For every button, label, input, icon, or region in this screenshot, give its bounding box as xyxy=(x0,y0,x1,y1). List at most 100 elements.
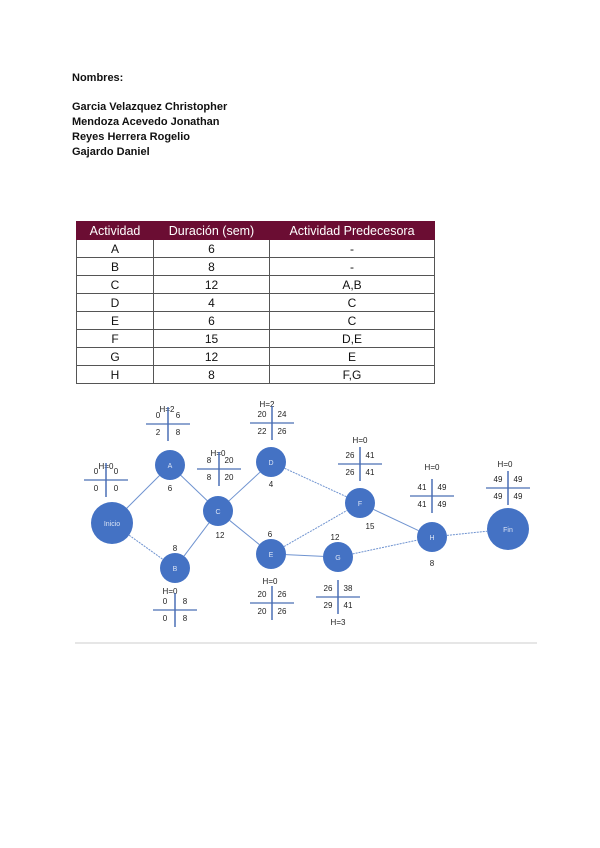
cell-actividad: E xyxy=(76,311,154,330)
node-h-ls: 41 xyxy=(418,500,427,509)
node-inicio-circle xyxy=(91,502,133,544)
cell-predecesora: D,E xyxy=(269,329,435,348)
node-c-es: 8 xyxy=(207,456,212,465)
edge-h-fin xyxy=(446,530,488,536)
node-fin-lf: 49 xyxy=(514,492,523,501)
node-g-lf: 41 xyxy=(344,601,353,610)
name-1: Garcia Velazquez Christopher xyxy=(72,101,228,113)
node-e: E 6 H=0 20 26 20 26 xyxy=(250,530,294,620)
node-d-duration: 4 xyxy=(269,480,274,489)
names-label: Nombres: xyxy=(72,72,124,84)
edge-inicio-a xyxy=(126,475,160,509)
edge-a-c xyxy=(180,475,208,501)
node-h-duration: 8 xyxy=(430,559,435,568)
cell-duracion: 15 xyxy=(153,329,270,348)
node-b-slack: H=0 xyxy=(163,587,178,596)
node-e-ls: 20 xyxy=(258,607,267,616)
node-e-label: E xyxy=(269,552,274,559)
node-d-slack: H=2 xyxy=(260,400,275,409)
edge-d-f xyxy=(284,467,347,498)
cell-actividad: G xyxy=(76,347,154,366)
cell-predecesora: - xyxy=(269,239,435,258)
table-row: G 12 E xyxy=(76,347,435,366)
node-d-es: 20 xyxy=(258,410,267,419)
node-g: G 12 H=3 26 38 29 41 xyxy=(316,533,360,627)
node-g-slack: H=3 xyxy=(331,618,346,627)
node-d-ls: 22 xyxy=(258,427,267,436)
diagram-background xyxy=(75,398,537,644)
node-inicio-label: Inicio xyxy=(104,521,120,528)
edge-inicio-b xyxy=(128,534,164,560)
name-2: Mendoza Acevedo Jonathan xyxy=(72,116,220,128)
node-e-es: 20 xyxy=(258,590,267,599)
node-e-lf: 26 xyxy=(278,607,287,616)
node-d-lf: 26 xyxy=(278,427,287,436)
node-a-circle xyxy=(155,450,185,480)
cell-predecesora: F,G xyxy=(269,365,435,384)
node-h: H 8 H=0 41 49 41 49 xyxy=(410,463,454,568)
node-f-ls: 26 xyxy=(346,468,355,477)
cell-actividad: D xyxy=(76,293,154,312)
node-a-lf: 8 xyxy=(176,428,181,437)
cell-predecesora: E xyxy=(269,347,435,366)
node-f-es: 26 xyxy=(346,451,355,460)
node-g-label: G xyxy=(335,555,340,562)
cell-duracion: 6 xyxy=(153,239,270,258)
cell-predecesora: A,B xyxy=(269,275,435,294)
table-header: Actividad Duración (sem) Actividad Prede… xyxy=(76,221,435,240)
node-f: F 15 H=0 26 41 26 41 xyxy=(338,436,382,531)
node-f-lf: 41 xyxy=(366,468,375,477)
node-h-lf: 49 xyxy=(438,500,447,509)
node-fin-circle xyxy=(487,508,529,550)
edge-g-h xyxy=(352,539,418,555)
edge-e-g xyxy=(285,554,324,557)
network-diagram: InicioH=00000A6H=20628B8H=00808C12H=0820… xyxy=(75,398,537,644)
node-b-duration: 8 xyxy=(173,544,178,553)
node-inicio: InicioH=00000 xyxy=(84,462,133,544)
node-d-ef: 24 xyxy=(278,410,287,419)
node-c-lf: 20 xyxy=(225,473,234,482)
node-b-circle xyxy=(160,553,190,583)
cell-duracion: 8 xyxy=(153,365,270,384)
node-f-duration: 15 xyxy=(366,522,375,531)
node-d-circle xyxy=(256,447,286,477)
node-b: B8H=00 80 8 xyxy=(153,544,197,627)
node-e-circle xyxy=(256,539,286,569)
cell-predecesora: - xyxy=(269,257,435,276)
edge-e-f xyxy=(283,510,348,547)
node-f-ef: 41 xyxy=(366,451,375,460)
node-e-ef: 26 xyxy=(278,590,287,599)
cell-duracion: 6 xyxy=(153,311,270,330)
node-inicio-ef: 0 xyxy=(114,467,119,476)
cell-actividad: H xyxy=(76,365,154,384)
node-a-label: A xyxy=(168,463,173,470)
node-h-ef: 49 xyxy=(438,483,447,492)
node-b-label: B xyxy=(173,566,178,573)
node-a-es: 0 xyxy=(156,411,161,420)
edge-b-c xyxy=(183,522,210,557)
node-fin-es: 49 xyxy=(494,475,503,484)
col-actividad: Actividad xyxy=(76,221,154,240)
node-a-ef: 6 xyxy=(176,411,181,420)
table-row: F 15 D,E xyxy=(76,329,435,348)
node-f-slack: H=0 xyxy=(353,436,368,445)
node-b-es: 0 xyxy=(163,597,168,606)
cell-actividad: F xyxy=(76,329,154,348)
node-d: D 4 H=220 24 22 26 xyxy=(250,400,294,489)
node-g-circle xyxy=(323,542,353,572)
node-g-duration: 12 xyxy=(331,533,340,542)
node-inicio-lf: 0 xyxy=(114,484,119,493)
node-a-ls: 2 xyxy=(156,428,161,437)
node-f-circle xyxy=(345,488,375,518)
cell-duracion: 4 xyxy=(153,293,270,312)
node-c-duration: 12 xyxy=(216,531,225,540)
node-c-label: C xyxy=(215,509,220,516)
node-c-ef: 20 xyxy=(225,456,234,465)
cell-duracion: 12 xyxy=(153,275,270,294)
node-h-es: 41 xyxy=(418,483,427,492)
node-g-ls: 29 xyxy=(324,601,333,610)
